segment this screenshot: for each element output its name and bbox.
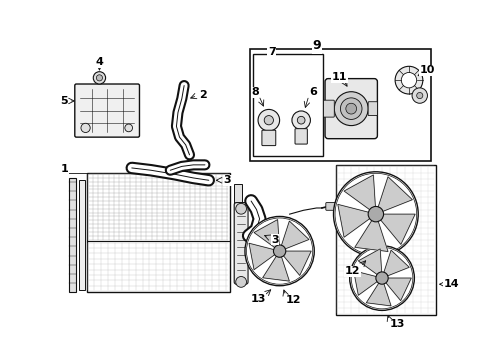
Text: 3: 3 bbox=[271, 235, 279, 244]
Circle shape bbox=[93, 72, 106, 84]
Circle shape bbox=[341, 98, 362, 120]
Text: 6: 6 bbox=[310, 87, 318, 98]
FancyBboxPatch shape bbox=[323, 100, 334, 117]
Bar bbox=[69, 178, 76, 292]
Text: 13: 13 bbox=[250, 294, 266, 304]
FancyBboxPatch shape bbox=[234, 203, 248, 284]
Text: 8: 8 bbox=[251, 87, 259, 98]
Circle shape bbox=[376, 272, 388, 284]
Circle shape bbox=[334, 92, 368, 126]
Circle shape bbox=[81, 123, 90, 132]
Polygon shape bbox=[358, 249, 382, 275]
Circle shape bbox=[264, 116, 273, 125]
Text: 12: 12 bbox=[286, 295, 301, 305]
Polygon shape bbox=[386, 278, 411, 301]
Text: 9: 9 bbox=[312, 39, 321, 52]
Text: 5: 5 bbox=[60, 96, 68, 106]
Circle shape bbox=[236, 203, 246, 214]
Circle shape bbox=[395, 66, 423, 94]
Circle shape bbox=[125, 124, 132, 132]
Polygon shape bbox=[377, 177, 413, 212]
Circle shape bbox=[258, 109, 280, 131]
FancyBboxPatch shape bbox=[326, 203, 338, 210]
Circle shape bbox=[368, 206, 384, 222]
Circle shape bbox=[416, 93, 423, 99]
Circle shape bbox=[292, 111, 311, 130]
Circle shape bbox=[273, 245, 286, 257]
Circle shape bbox=[297, 116, 305, 124]
Text: 9: 9 bbox=[312, 41, 321, 54]
Text: 10: 10 bbox=[420, 65, 435, 75]
Circle shape bbox=[412, 88, 427, 103]
Circle shape bbox=[97, 75, 102, 81]
Polygon shape bbox=[338, 204, 371, 237]
FancyBboxPatch shape bbox=[325, 78, 377, 139]
Circle shape bbox=[401, 72, 416, 88]
FancyBboxPatch shape bbox=[295, 129, 307, 144]
Circle shape bbox=[236, 276, 246, 287]
Circle shape bbox=[350, 246, 415, 310]
Bar bbox=[78, 180, 85, 289]
FancyBboxPatch shape bbox=[368, 102, 377, 116]
Text: 13: 13 bbox=[390, 319, 405, 329]
Text: 7: 7 bbox=[268, 47, 276, 57]
Text: 12: 12 bbox=[345, 266, 361, 276]
Polygon shape bbox=[379, 214, 415, 244]
Bar bbox=[249, 49, 431, 161]
Polygon shape bbox=[263, 256, 290, 281]
Polygon shape bbox=[344, 175, 375, 211]
Text: 3: 3 bbox=[223, 175, 231, 185]
Text: 4: 4 bbox=[96, 58, 103, 67]
Bar bbox=[336, 165, 436, 315]
Polygon shape bbox=[367, 283, 391, 306]
Bar bbox=[253, 54, 323, 156]
Circle shape bbox=[245, 216, 314, 286]
Bar bbox=[87, 172, 229, 292]
Polygon shape bbox=[281, 221, 309, 249]
Polygon shape bbox=[355, 219, 388, 252]
Polygon shape bbox=[283, 251, 311, 275]
Circle shape bbox=[334, 172, 418, 256]
Polygon shape bbox=[354, 271, 378, 295]
Text: 11: 11 bbox=[332, 72, 347, 82]
FancyBboxPatch shape bbox=[75, 84, 140, 137]
Text: 1: 1 bbox=[61, 165, 69, 175]
FancyBboxPatch shape bbox=[262, 130, 276, 145]
Polygon shape bbox=[249, 243, 275, 270]
Circle shape bbox=[346, 103, 357, 114]
Polygon shape bbox=[254, 220, 279, 248]
Bar bbox=[234, 184, 242, 280]
Text: 2: 2 bbox=[199, 90, 206, 100]
Text: 14: 14 bbox=[443, 279, 459, 289]
Polygon shape bbox=[384, 250, 409, 276]
